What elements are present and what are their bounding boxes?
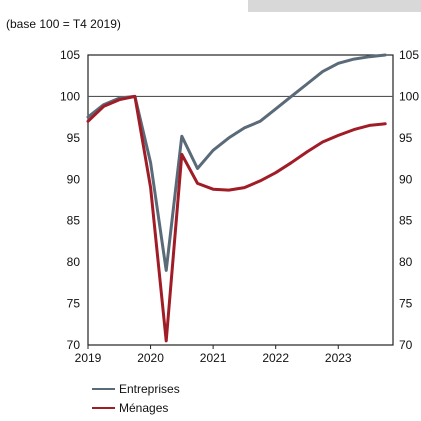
legend-label-entreprises: Entreprises (119, 382, 180, 396)
y-tick-right-label: 75 (399, 297, 413, 311)
series-line-menages (86, 94, 387, 343)
series-layer (86, 53, 387, 343)
y-tick-right-label: 90 (399, 172, 413, 186)
x-tick-label: 2022 (262, 351, 289, 365)
y-tick-right-label: 105 (399, 48, 419, 62)
y-tick-left-label: 85 (67, 214, 81, 228)
y-tick-right-label: 100 (399, 89, 419, 103)
x-tick-label: 2019 (75, 351, 102, 365)
chart-subtitle: (base 100 = T4 2019) (6, 17, 121, 31)
header-band (248, 0, 421, 12)
y-axis-right: 70 75 80 85 90 95 100 105 (399, 48, 419, 352)
y-tick-left-label: 80 (67, 255, 81, 269)
legend: Entreprises Ménages (92, 382, 180, 415)
plot-frame (87, 54, 394, 346)
y-tick-left-label: 75 (67, 297, 81, 311)
x-axis: 2019 2020 2021 2022 2023 (75, 345, 352, 365)
x-tick-label: 2021 (200, 351, 227, 365)
y-tick-left-label: 100 (60, 89, 80, 103)
plot-area (87, 54, 394, 346)
y-tick-left-label: 105 (60, 48, 80, 62)
y-tick-left-label: 70 (67, 338, 81, 352)
x-tick-label: 2020 (137, 351, 164, 365)
y-tick-left-label: 95 (67, 131, 81, 145)
x-tick-label: 2023 (325, 351, 352, 365)
y-axis-left: 70 75 80 85 90 95 100 105 (60, 48, 80, 352)
y-tick-right-label: 80 (399, 255, 413, 269)
y-tick-left-label: 90 (67, 172, 81, 186)
y-tick-right-label: 85 (399, 214, 413, 228)
y-tick-right-label: 70 (399, 338, 413, 352)
legend-label-menages: Ménages (119, 401, 168, 415)
y-tick-right-label: 95 (399, 131, 413, 145)
